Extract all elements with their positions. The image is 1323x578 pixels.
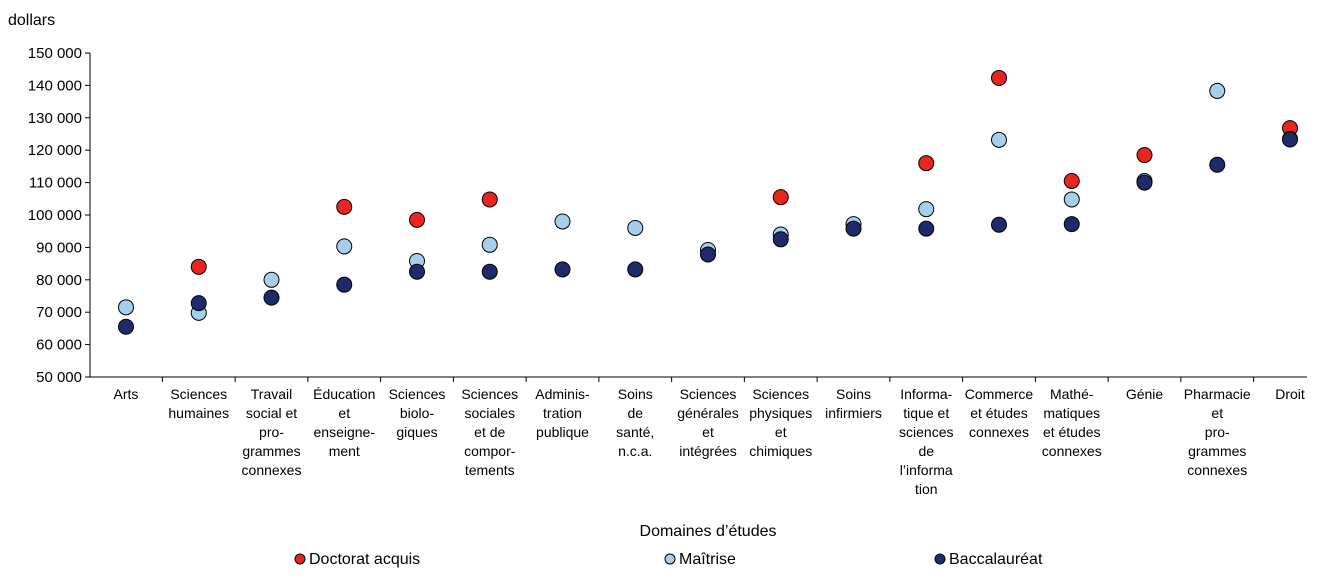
- data-point-baccalaureat: [118, 318, 134, 335]
- data-point-baccalaureat: [481, 263, 498, 280]
- x-tick-label: Mathé-matiques et études connexes: [1042, 386, 1102, 459]
- axes: [89, 53, 1307, 378]
- y-axis-unit-label: dollars: [8, 12, 55, 29]
- x-tick-label: Informa-tique et sciences de l’informa tion: [899, 386, 953, 497]
- data-point-maitrise: [481, 236, 498, 253]
- data-point-baccalaureat: [1063, 216, 1080, 233]
- x-tick-label: Travail social et pro-grammes connexes: [242, 386, 302, 478]
- data-point-doctorat-acquis: [190, 258, 207, 275]
- data-point-baccalaureat: [772, 231, 789, 248]
- y-tick-label: 100 000: [28, 207, 82, 224]
- x-tick-label: Droit: [1275, 386, 1305, 402]
- x-tick-label: Soins infirmiers: [825, 386, 882, 421]
- legend-label: Baccalauréat: [949, 551, 1043, 568]
- data-point-maitrise: [263, 271, 280, 288]
- legend-marker-doctorat-acquis: [294, 553, 306, 565]
- data-point-maitrise: [336, 238, 353, 255]
- y-tick-label: 80 000: [36, 272, 82, 289]
- x-axis-ticks: Arts Sciences humaines Travail social et pro-…: [114, 377, 1305, 497]
- data-point-maitrise: [627, 219, 644, 236]
- data-point-maitrise: [991, 131, 1007, 148]
- legend-marker-maitrise: [664, 553, 676, 565]
- data-point-doctorat-acquis: [409, 211, 425, 228]
- data-point-baccalaureat: [1209, 156, 1226, 173]
- data-point-baccalaureat: [409, 263, 425, 280]
- x-axis-title: Domaines d’études: [640, 523, 777, 540]
- x-tick-label: Soins de santé, n.c.a.: [616, 386, 654, 459]
- y-tick-label: 150 000: [28, 45, 82, 62]
- data-point-doctorat-acquis: [336, 198, 353, 215]
- x-tick-label: Arts: [114, 386, 139, 402]
- data-point-baccalaureat: [336, 276, 353, 293]
- data-point-maitrise: [918, 201, 935, 218]
- x-tick-label: Génie: [1126, 386, 1164, 402]
- data-point-baccalaureat: [918, 220, 935, 237]
- x-tick-label: Sciences physiques et chimiques: [749, 386, 812, 459]
- data-point-doctorat-acquis: [772, 189, 789, 206]
- data-point-doctorat-acquis: [991, 69, 1007, 86]
- data-point-baccalaureat: [1136, 174, 1153, 191]
- data-point-maitrise: [1063, 191, 1080, 208]
- data-point-baccalaureat: [700, 246, 716, 263]
- data-point-baccalaureat: [991, 216, 1007, 233]
- x-tick-label: Sciences sociales et de compor-tements: [461, 386, 518, 478]
- data-point-maitrise: [118, 299, 134, 316]
- legend: Doctorat acquis Maîtrise Baccalauréat: [294, 551, 1043, 568]
- y-tick-label: 60 000: [36, 337, 82, 354]
- x-tick-label: Commerce et études connexes: [965, 386, 1034, 440]
- y-tick-label: 140 000: [28, 77, 82, 94]
- x-tick-label: Sciences générales et intégrées: [677, 386, 739, 459]
- data-point-baccalaureat: [554, 261, 571, 278]
- x-tick-label: Adminis-tration publique: [535, 386, 590, 440]
- x-tick-label: Pharmacie et pro-grammes connexes: [1184, 386, 1251, 478]
- y-tick-label: 110 000: [29, 175, 82, 192]
- x-tick-label: Éducation et enseigne-ment: [313, 386, 375, 459]
- data-point-maitrise: [554, 213, 571, 230]
- legend-label: Doctorat acquis: [309, 551, 420, 568]
- legend-label: Maîtrise: [679, 551, 736, 568]
- x-tick-label: Sciences biolo-giques: [389, 386, 446, 440]
- data-point-doctorat-acquis: [1136, 147, 1153, 164]
- data-point-doctorat-acquis: [1063, 172, 1080, 189]
- y-tick-label: 90 000: [36, 239, 82, 256]
- data-point-baccalaureat: [1282, 131, 1298, 148]
- data-points: [118, 69, 1298, 335]
- data-point-doctorat-acquis: [481, 191, 498, 208]
- data-point-maitrise: [1209, 82, 1226, 99]
- data-point-baccalaureat: [627, 261, 644, 278]
- y-tick-label: 70 000: [36, 304, 82, 321]
- y-tick-label: 120 000: [28, 142, 82, 159]
- y-tick-label: 130 000: [28, 110, 82, 127]
- data-point-baccalaureat: [263, 289, 280, 306]
- x-tick-label: Sciences humaines: [168, 386, 229, 421]
- y-tick-label: 50 000: [36, 369, 82, 386]
- y-axis-ticks: 50 000 60 000 70 000 80 000 90 000 100 000 110…: [28, 45, 90, 386]
- legend-marker-baccalaureat: [934, 553, 946, 565]
- data-point-baccalaureat: [190, 295, 207, 312]
- data-point-doctorat-acquis: [918, 155, 935, 172]
- data-point-baccalaureat: [845, 220, 862, 237]
